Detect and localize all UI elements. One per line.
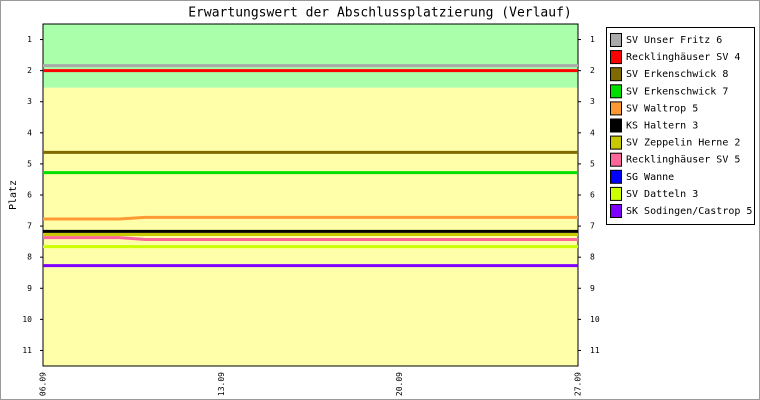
legend-swatch: [610, 204, 622, 218]
legend-label: Recklinghäuser SV 5: [626, 155, 740, 166]
legend-label: SV Datteln 3: [626, 189, 698, 200]
legend-swatch: [610, 50, 622, 65]
y-tick-label: 4: [27, 128, 32, 137]
legend-swatch: [610, 169, 622, 184]
legend-swatch: [610, 101, 622, 116]
x-tick-label: 27.09: [574, 372, 583, 396]
y-tick-label-right: 7: [590, 222, 595, 231]
legend-swatch: [610, 67, 622, 82]
legend-label: Recklinghäuser SV 4: [626, 52, 740, 63]
y-axis-label: Platz: [8, 180, 19, 210]
zone-band: [43, 24, 578, 88]
legend-label: SV Unser Fritz 6: [626, 35, 722, 46]
legend-swatch: [610, 84, 622, 99]
x-tick-label: 06.09: [39, 372, 48, 396]
y-tick-label: 9: [27, 284, 32, 293]
legend-label: SV Erkenschwick 7: [626, 86, 728, 97]
legend-label: SV Zeppelin Herne 2: [626, 138, 740, 149]
y-tick-label: 8: [27, 253, 32, 262]
chart-title: Erwartungswert der Abschlussplatzierung …: [188, 6, 572, 21]
y-tick-label: 3: [27, 97, 32, 106]
y-tick-label: 1: [27, 35, 32, 44]
legend-swatch: [610, 186, 622, 201]
legend: [606, 27, 755, 225]
series-line: [43, 215, 578, 221]
legend-label: SV Erkenschwick 8: [626, 69, 728, 80]
legend-swatch: [610, 33, 622, 47]
legend-label: SG Wanne: [626, 172, 674, 183]
y-tick-label-right: 2: [590, 66, 595, 75]
y-tick-label-right: 1: [590, 35, 595, 44]
legend-swatch: [610, 118, 622, 133]
y-tick-label-right: 11: [590, 346, 600, 355]
y-tick-label-right: 6: [590, 191, 595, 200]
y-tick-label: 11: [22, 346, 32, 355]
legend-label: SV Waltrop 5: [626, 103, 698, 114]
legend-swatch: [610, 152, 622, 167]
y-tick-label-right: 10: [590, 315, 600, 324]
legend-label: KS Haltern 3: [626, 121, 698, 132]
zone-band: [43, 87, 578, 367]
x-tick-label: 13.09: [217, 372, 226, 396]
y-tick-label: 10: [22, 315, 32, 324]
x-tick-label: 20.09: [395, 372, 404, 396]
y-tick-label: 7: [27, 222, 32, 231]
series-line: [43, 236, 578, 241]
y-tick-label-right: 4: [590, 128, 595, 137]
legend-label: SK Sodingen/Castrop 5: [626, 206, 752, 217]
y-tick-label-right: 9: [590, 284, 595, 293]
y-tick-label-right: 3: [590, 97, 595, 106]
legend-swatch: [610, 135, 622, 150]
y-tick-label-right: 5: [590, 159, 595, 168]
y-tick-label: 5: [27, 159, 32, 168]
y-tick-label-right: 8: [590, 253, 595, 262]
y-tick-label: 6: [27, 191, 32, 200]
y-tick-label: 2: [27, 66, 32, 75]
